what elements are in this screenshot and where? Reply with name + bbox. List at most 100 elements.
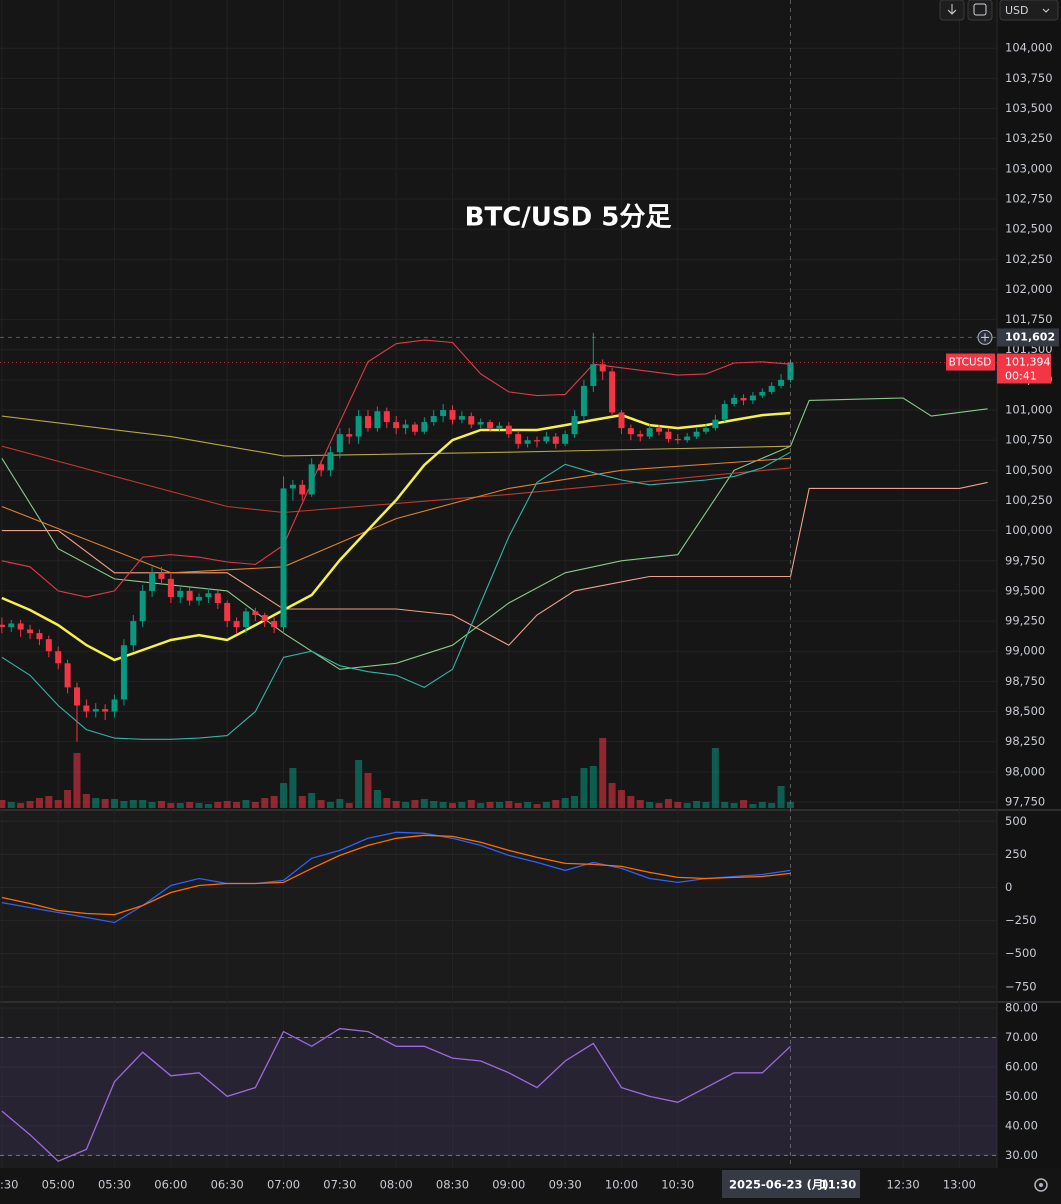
volume-bar bbox=[740, 800, 748, 808]
y-tick-label: 103,250 bbox=[1005, 131, 1053, 145]
y-tick-label: 104,000 bbox=[1005, 41, 1053, 55]
crosshair-time-label: 11:30 bbox=[820, 1178, 857, 1192]
y-tick-label: 98,750 bbox=[1005, 674, 1045, 688]
candle-body bbox=[618, 412, 625, 429]
candle-body bbox=[627, 428, 634, 435]
candle-body bbox=[327, 452, 334, 471]
volume-bar bbox=[35, 798, 43, 808]
candle-body bbox=[167, 578, 174, 597]
y-tick-label: 250 bbox=[1005, 847, 1027, 861]
candle-body bbox=[45, 639, 52, 652]
candle-body bbox=[468, 416, 475, 425]
volume-bar bbox=[589, 766, 597, 808]
y-tick-label: 500 bbox=[1005, 814, 1027, 828]
volume-bar bbox=[73, 753, 81, 808]
y-tick-label: −750 bbox=[1005, 979, 1037, 993]
candle-body bbox=[102, 709, 109, 712]
volume-bar bbox=[608, 783, 616, 808]
volume-bar bbox=[505, 801, 513, 808]
candle-body bbox=[36, 633, 43, 640]
candle-body bbox=[524, 440, 531, 444]
y-tick-label: 103,000 bbox=[1005, 161, 1053, 175]
settings-icon[interactable] bbox=[1034, 1178, 1048, 1192]
candle-body bbox=[533, 440, 540, 442]
y-tick-label: 103,750 bbox=[1005, 71, 1053, 85]
y-tick-label: 102,250 bbox=[1005, 252, 1053, 266]
candle-body bbox=[120, 645, 127, 700]
volume-bar bbox=[214, 802, 222, 808]
volume-bar bbox=[298, 796, 306, 808]
candle-body bbox=[17, 623, 24, 630]
settings[interactable] bbox=[1034, 1178, 1048, 1192]
candle-body bbox=[637, 434, 644, 437]
volume-bar bbox=[280, 783, 288, 808]
volume-bar bbox=[157, 801, 165, 808]
x-tick-label: 08:00 bbox=[380, 1178, 413, 1192]
volume-bar bbox=[148, 802, 156, 808]
y-tick-label: 102,750 bbox=[1005, 191, 1053, 205]
candle-body bbox=[0, 624, 5, 628]
candle-body bbox=[111, 699, 118, 712]
candle-body bbox=[73, 687, 80, 706]
candle-body bbox=[749, 395, 756, 401]
x-tick-label: 12:30 bbox=[887, 1178, 920, 1192]
currency-select[interactable] bbox=[999, 0, 1059, 21]
candle-body bbox=[130, 621, 137, 646]
candle-body bbox=[289, 484, 296, 489]
rsi-panel bbox=[0, 1003, 997, 1168]
candle-body bbox=[64, 663, 71, 688]
candle-body bbox=[599, 364, 606, 372]
volume-bar bbox=[571, 796, 579, 808]
volume-bar bbox=[402, 802, 410, 808]
volume-bar bbox=[561, 798, 569, 808]
candle-body bbox=[543, 436, 550, 442]
volume-bar bbox=[261, 798, 269, 808]
candle-body bbox=[242, 611, 249, 628]
y-tick-label: 98,500 bbox=[1005, 704, 1045, 718]
volume-bar bbox=[599, 738, 607, 808]
volume-bar bbox=[542, 802, 550, 808]
volume-bar bbox=[364, 773, 372, 808]
volume-bar bbox=[533, 804, 541, 808]
x-tick-label: 06:30 bbox=[211, 1178, 244, 1192]
volume-bar bbox=[139, 800, 147, 808]
fullscreen-icon bbox=[973, 3, 987, 16]
candle-body bbox=[430, 416, 437, 423]
volume-bar bbox=[92, 798, 100, 808]
rsi-band bbox=[0, 1037, 997, 1156]
crosshair-price-label: 101,602 bbox=[1005, 330, 1055, 343]
volume-bar bbox=[64, 790, 72, 808]
volume-bar bbox=[383, 798, 391, 808]
volume-bar bbox=[664, 799, 672, 808]
volume-bar bbox=[308, 793, 316, 808]
volume-bar bbox=[758, 802, 766, 808]
dropdown-icon bbox=[1042, 8, 1050, 13]
y-tick-label: 99,000 bbox=[1005, 644, 1045, 658]
candle-body bbox=[731, 397, 738, 404]
volume-bar bbox=[0, 800, 6, 808]
add-alert-plus bbox=[981, 333, 989, 342]
crosshair-time-tag bbox=[722, 1170, 860, 1198]
volume-bar bbox=[111, 799, 119, 808]
candle-body bbox=[149, 572, 156, 591]
indicator-line bbox=[1, 834, 791, 916]
volume-bar bbox=[580, 768, 588, 808]
volume-bar bbox=[636, 800, 644, 808]
x-tick-label: 10:30 bbox=[661, 1178, 694, 1192]
volume-bar bbox=[326, 802, 334, 808]
toolbar: USD bbox=[939, 0, 1059, 21]
symbol-label: BTCUSD bbox=[949, 357, 992, 369]
candle-body bbox=[55, 651, 62, 664]
candle-body bbox=[393, 422, 400, 429]
volume-bar bbox=[439, 802, 447, 808]
candle-body bbox=[702, 428, 709, 432]
volume-bar bbox=[336, 799, 344, 808]
fullscreen-button[interactable] bbox=[967, 0, 993, 21]
y-tick-label: 80.00 bbox=[1005, 1001, 1038, 1015]
candle-body bbox=[92, 709, 99, 712]
volume-bar bbox=[467, 800, 475, 808]
candle-body bbox=[261, 615, 268, 622]
last-price-label: 101,394 bbox=[1005, 356, 1051, 369]
volume-bar bbox=[458, 802, 466, 808]
candle-body bbox=[27, 629, 34, 634]
